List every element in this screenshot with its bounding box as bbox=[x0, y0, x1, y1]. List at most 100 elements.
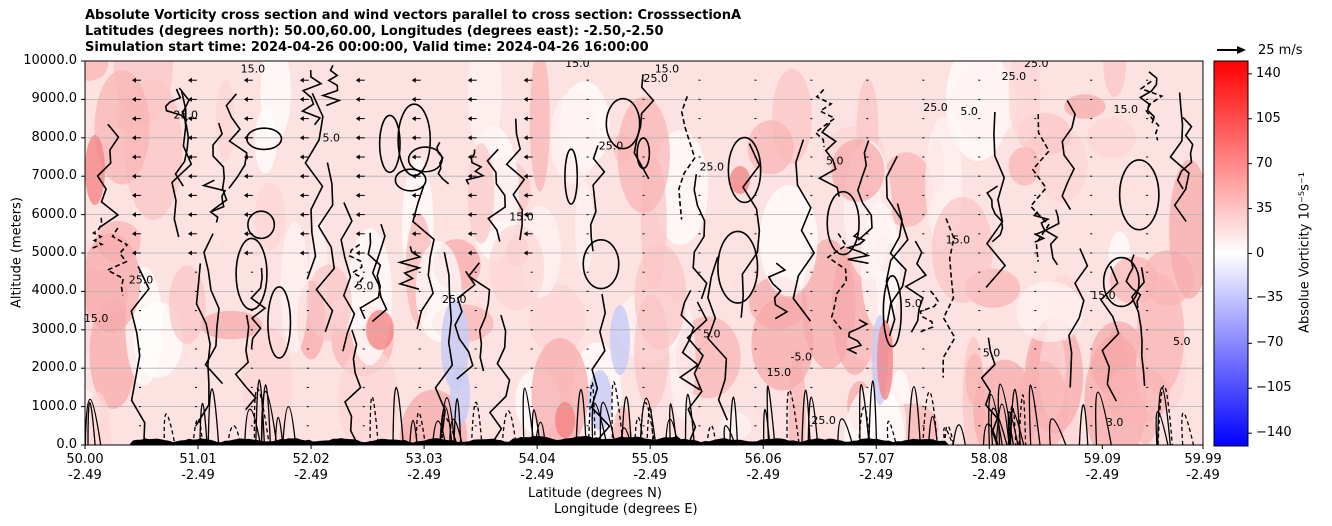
wind-vector-head bbox=[467, 192, 472, 198]
contour-line bbox=[434, 251, 454, 433]
wind-vector-head bbox=[243, 96, 248, 102]
x-axis-ticks bbox=[84, 445, 1204, 449]
contour-line bbox=[250, 267, 267, 349]
wind-vector-head bbox=[355, 77, 360, 83]
contour-label: 15.0 bbox=[655, 63, 680, 76]
contour-loop bbox=[727, 136, 762, 204]
colorbar-tick-label: 0 bbox=[1256, 245, 1265, 261]
contour-line bbox=[359, 232, 382, 320]
high-vorticity-patch bbox=[877, 320, 893, 400]
contour-label: 15.0 bbox=[767, 366, 792, 379]
contour-label: 25.0 bbox=[1002, 70, 1027, 83]
vorticity-patch bbox=[952, 61, 1017, 144]
wind-vector-head bbox=[411, 212, 416, 218]
wind-vector-head bbox=[299, 212, 304, 218]
contour-line bbox=[304, 92, 324, 280]
contour-line bbox=[195, 263, 211, 426]
contour-line bbox=[886, 420, 897, 445]
contour-line bbox=[633, 74, 655, 180]
contour-line bbox=[590, 293, 611, 445]
contour-line bbox=[488, 314, 511, 445]
contour-line bbox=[589, 145, 606, 252]
vorticity-patch bbox=[489, 224, 545, 311]
wind-vector-head bbox=[355, 250, 360, 256]
contour-loop bbox=[394, 168, 427, 192]
contour-line bbox=[467, 262, 491, 372]
contour-line bbox=[371, 223, 388, 323]
wind-vector-head bbox=[467, 173, 472, 179]
wind-vector-head bbox=[299, 173, 304, 179]
contour-loop bbox=[267, 286, 292, 359]
quiver-key-arrow bbox=[1217, 46, 1246, 54]
contour-line bbox=[907, 386, 921, 445]
contour-loop bbox=[378, 114, 401, 174]
contour-line bbox=[85, 398, 102, 445]
wind-vector-head bbox=[411, 192, 416, 198]
contour-line bbox=[234, 314, 257, 411]
wind-vector-head bbox=[523, 96, 528, 102]
wind-vector-head bbox=[131, 135, 136, 141]
vorticity-patch bbox=[751, 296, 814, 391]
colorbar-tick-label: 140 bbox=[1256, 65, 1281, 81]
vorticity-patch bbox=[254, 182, 286, 251]
contour-line bbox=[982, 423, 999, 445]
contour-label: 15.0 bbox=[946, 233, 971, 246]
contour-label: 25.0 bbox=[923, 101, 948, 114]
negative-vorticity-patch bbox=[610, 305, 630, 375]
contour-line bbox=[858, 406, 871, 445]
wind-vector-head bbox=[467, 116, 472, 122]
y-tick-label: 3000.0 bbox=[31, 321, 78, 337]
wind-vector-head bbox=[187, 96, 192, 102]
colorbar-tick-label: −35 bbox=[1256, 290, 1284, 306]
title-line-3: Simulation start time: 2024-04-26 00:00:… bbox=[85, 40, 649, 55]
vorticity-patch bbox=[831, 139, 885, 203]
wind-vector-head bbox=[467, 96, 472, 102]
wind-vector-head bbox=[523, 231, 528, 237]
vorticity-patch bbox=[965, 353, 984, 406]
vorticity-patch bbox=[634, 243, 687, 350]
contour-label: 5.0 bbox=[904, 297, 922, 310]
contour-label: -5.0 bbox=[791, 351, 812, 364]
wind-vector-head bbox=[523, 173, 528, 179]
contour-line bbox=[826, 232, 848, 330]
terrain-profile bbox=[85, 435, 1203, 445]
vorticity-patch bbox=[1016, 281, 1084, 343]
contour-line bbox=[1139, 80, 1164, 141]
title-line-1: Absolute Vorticity cross section and win… bbox=[85, 8, 742, 23]
contour-line bbox=[244, 408, 262, 445]
wind-vector-head bbox=[355, 135, 360, 141]
contour-line bbox=[1176, 117, 1194, 190]
wind-vector-head bbox=[131, 250, 136, 256]
wind-vector-head bbox=[299, 135, 304, 141]
contour-label: 5.0 bbox=[826, 155, 844, 168]
contour-line bbox=[392, 387, 405, 445]
contour-line bbox=[1028, 384, 1041, 445]
vorticity-patch bbox=[168, 265, 206, 344]
contour-line bbox=[885, 155, 909, 324]
wind-vector-head bbox=[523, 192, 528, 198]
vorticity-patch bbox=[337, 346, 399, 445]
vorticity-patch bbox=[1008, 61, 1041, 143]
contour-label: 25.0 bbox=[644, 72, 669, 85]
contour-line bbox=[942, 218, 956, 378]
contour-label: 5.0 bbox=[322, 132, 340, 145]
plot-area: 25.015.05.025.015.015.025.0 5.025.025.015… bbox=[85, 61, 1203, 445]
contour-line bbox=[87, 402, 96, 445]
contour-line bbox=[1029, 114, 1050, 262]
contour-line bbox=[707, 256, 729, 421]
vorticity-patch bbox=[1109, 256, 1159, 305]
contour-line bbox=[501, 410, 517, 445]
y-axis-ticks bbox=[81, 60, 85, 446]
contour-line bbox=[856, 140, 873, 241]
contour-line bbox=[369, 396, 379, 445]
vorticity-patch bbox=[280, 221, 309, 354]
wind-vector-head bbox=[467, 77, 472, 83]
colorbar-tick-label: −140 bbox=[1256, 425, 1292, 441]
wind-vector-head bbox=[187, 212, 192, 218]
contour-line bbox=[348, 243, 364, 290]
contour-line bbox=[105, 227, 129, 296]
vorticity-patch bbox=[529, 61, 550, 192]
vorticity-patch bbox=[931, 196, 993, 304]
wind-vector-head bbox=[243, 135, 248, 141]
